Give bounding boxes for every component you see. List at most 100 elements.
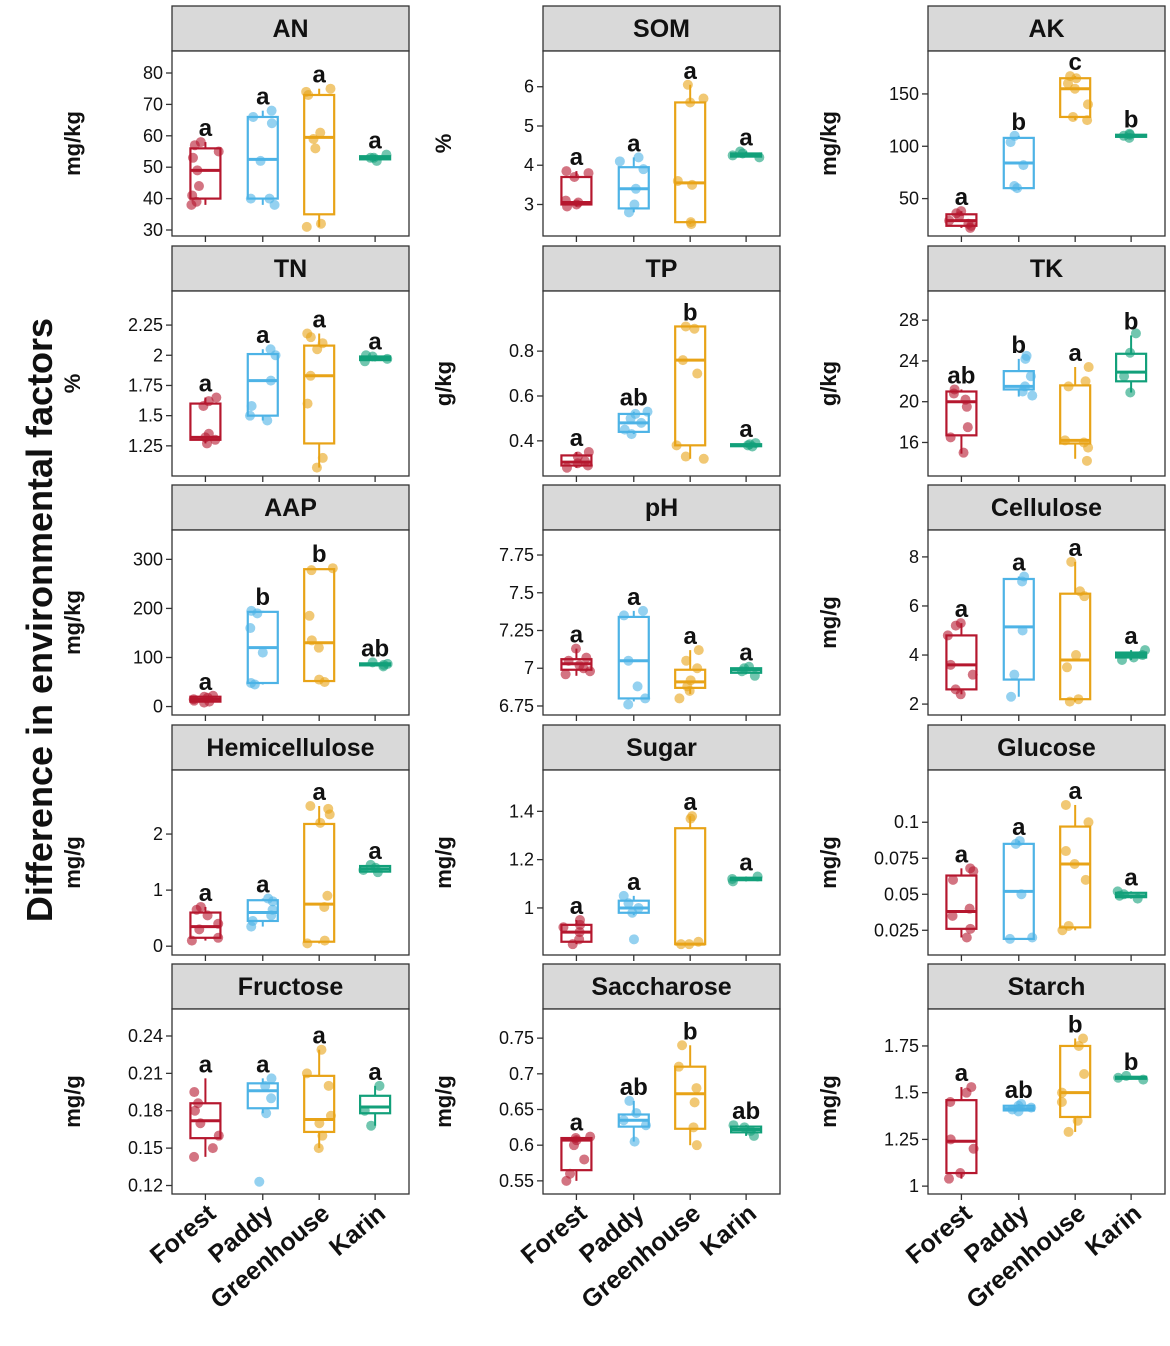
y-tick-label: 0.7 — [509, 1064, 534, 1084]
panel-plot-frame — [927, 1008, 1166, 1195]
data-point — [947, 910, 958, 921]
box-iqr — [1059, 384, 1092, 445]
panel-glucose: Glucose 0.025 0.05 0.075 0.1 mg/g a a a a — [816, 724, 1166, 961]
y-tick-label: 2.25 — [128, 315, 163, 335]
y-tick-label: 0.025 — [874, 920, 919, 940]
y-tick-label: 0 — [153, 936, 163, 956]
data-point — [186, 935, 197, 946]
data-point — [301, 1068, 312, 1079]
significance-letter: b — [1124, 107, 1139, 134]
significance-letter: a — [368, 128, 382, 155]
box-paddy: a — [245, 84, 280, 210]
data-point — [682, 79, 693, 90]
data-point — [1016, 1098, 1027, 1109]
data-point — [638, 164, 649, 175]
panel-plot-frame — [927, 50, 1166, 237]
y-tick-label: 0.75 — [499, 1028, 534, 1048]
y-unit-label: mg/g — [431, 1075, 456, 1128]
y-tick-label: 2 — [153, 824, 163, 844]
data-point — [945, 659, 956, 670]
data-point — [382, 353, 393, 364]
data-point — [267, 904, 278, 915]
data-point — [323, 803, 334, 814]
data-point — [1125, 347, 1136, 358]
data-point — [189, 1151, 200, 1162]
y-tick-label: 200 — [133, 598, 163, 618]
panel-title: Glucose — [997, 734, 1096, 762]
significance-letter: b — [1011, 332, 1026, 359]
data-point — [246, 605, 257, 616]
box-paddy: b — [1002, 332, 1038, 401]
panel-plot-frame — [927, 290, 1166, 477]
data-point — [574, 927, 585, 938]
data-point — [246, 400, 257, 411]
data-point — [189, 1105, 200, 1116]
data-point — [187, 152, 198, 163]
panel-strip — [171, 963, 410, 1010]
box-forest: a — [186, 880, 224, 946]
box-iqr — [1059, 825, 1092, 929]
data-point — [325, 83, 336, 94]
data-point — [1060, 435, 1071, 446]
significance-letter: a — [256, 84, 270, 111]
significance-letter: b — [1011, 109, 1026, 136]
significance-letter: a — [312, 307, 326, 334]
significance-letter: a — [570, 893, 584, 920]
data-point — [752, 871, 763, 882]
y-tick-label: 20 — [899, 392, 919, 412]
significance-letter: a — [199, 371, 213, 398]
data-point — [208, 690, 219, 701]
significance-letter: ab — [1005, 1077, 1033, 1104]
data-point — [361, 350, 372, 361]
y-tick-label: 6 — [909, 596, 919, 616]
data-point — [677, 1040, 688, 1051]
data-point — [1073, 1040, 1084, 1051]
data-point — [965, 863, 976, 874]
box-paddy: ab — [617, 1074, 651, 1147]
box-greenhouse: a — [301, 1023, 336, 1154]
significance-letter: a — [312, 779, 326, 806]
data-point — [1019, 381, 1030, 392]
data-point — [750, 438, 761, 449]
box-forest: ab — [945, 362, 978, 458]
data-point — [955, 618, 966, 629]
box-karin: a — [358, 838, 392, 878]
data-point — [1112, 886, 1123, 897]
data-point — [698, 93, 709, 104]
significance-letter: a — [199, 1051, 213, 1078]
y-tick-label: 0.65 — [499, 1100, 534, 1120]
data-point — [681, 655, 692, 666]
data-point — [677, 355, 688, 366]
data-point — [1071, 650, 1082, 661]
data-point — [687, 811, 698, 822]
box-forest: a — [942, 596, 978, 700]
significance-letter: a — [199, 880, 213, 907]
panel-strip — [927, 963, 1166, 1010]
panel-title: pH — [645, 494, 678, 522]
panel-an: AN 30 40 50 60 70 80 mg/kg a a a a — [60, 5, 410, 242]
data-point — [743, 661, 754, 672]
y-tick-label: 3 — [524, 194, 534, 214]
significance-letter: a — [1124, 864, 1138, 891]
data-point — [317, 452, 328, 463]
data-point — [1073, 694, 1084, 705]
y-tick-label: 0.55 — [499, 1171, 534, 1191]
data-point — [1117, 654, 1128, 665]
data-point — [325, 1110, 336, 1121]
data-point — [574, 934, 585, 945]
x-category-label-forest: Forest — [145, 1199, 222, 1270]
data-point — [631, 1108, 642, 1119]
data-point — [754, 152, 765, 163]
y-tick-label: 7.25 — [499, 621, 534, 641]
data-point — [1083, 817, 1094, 828]
box-paddy: a — [1002, 814, 1038, 944]
significance-letter: a — [627, 130, 641, 157]
significance-letter: a — [955, 1060, 969, 1087]
box-forest: a — [558, 893, 593, 950]
y-unit-label: g/kg — [816, 361, 841, 406]
data-point — [306, 635, 317, 646]
y-tick-label: 300 — [133, 549, 163, 569]
data-point — [642, 406, 653, 417]
y-unit-label: mg/g — [816, 1075, 841, 1128]
